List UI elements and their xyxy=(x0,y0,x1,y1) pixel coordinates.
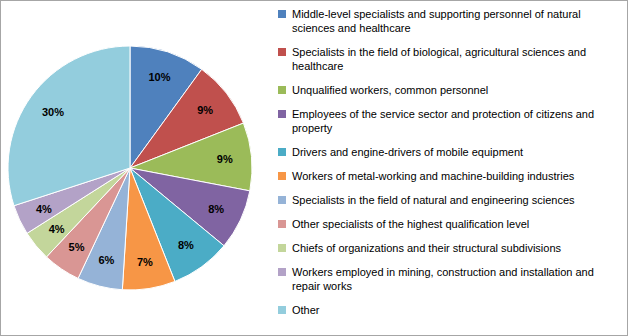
legend-label: Specialists in the field of natural and … xyxy=(292,194,575,206)
pie-slice xyxy=(122,168,175,290)
pie-slice xyxy=(8,46,130,206)
legend-label: Drivers and engine-drivers of mobile equ… xyxy=(292,146,523,158)
legend-swatch xyxy=(278,244,286,252)
pie xyxy=(8,46,252,290)
data-label: 30% xyxy=(42,106,64,118)
background xyxy=(1,1,628,336)
data-label: 4% xyxy=(36,203,52,215)
data-label: 4% xyxy=(49,223,65,235)
data-label: 8% xyxy=(178,239,194,251)
legend-item: Specialists in the field of natural and … xyxy=(278,194,575,206)
legend-label: Unqualified workers, common personnel xyxy=(292,84,488,96)
legend-swatch xyxy=(278,306,286,314)
legend-label: Other xyxy=(292,304,320,316)
data-label: 5% xyxy=(69,241,85,253)
legend-swatch xyxy=(278,148,286,156)
data-label: 6% xyxy=(98,254,114,266)
legend-label: Employees of the service sector and prot… xyxy=(292,108,594,134)
chart: 10% 9% 9% 8% 8% 7% 6% 5% 4% 4% 30% Middle-level spe… xyxy=(0,0,628,336)
data-label: 8% xyxy=(208,203,224,215)
data-label: 7% xyxy=(137,256,153,268)
legend-item: Workers employed in mining, construction… xyxy=(278,266,594,292)
legend-swatch xyxy=(278,268,286,276)
legend-swatch xyxy=(278,86,286,94)
legend-label: Workers of metal-working and machine-bui… xyxy=(292,170,575,182)
legend-item: Workers of metal-working and machine-bui… xyxy=(278,170,575,182)
data-labels: 10% 9% 9% 8% 8% 7% 6% 5% 4% 4% 30% xyxy=(36,71,233,267)
legend-label: Other specialists of the highest qualifi… xyxy=(292,218,529,230)
legend-label: Workers employed in mining, construction… xyxy=(292,266,594,292)
legend-item: Chiefs of organizations and their struct… xyxy=(278,242,562,254)
legend-swatch xyxy=(278,220,286,228)
legend: Middle-level specialists and supporting … xyxy=(278,8,594,316)
legend-item: Employees of the service sector and prot… xyxy=(278,108,594,134)
legend-swatch xyxy=(278,196,286,204)
data-label: 9% xyxy=(197,104,213,116)
legend-item: Other specialists of the highest qualifi… xyxy=(278,218,529,230)
legend-item: Specialists in the field of biological, … xyxy=(278,46,586,72)
legend-swatch xyxy=(278,10,286,18)
legend-label: Specialists in the field of biological, … xyxy=(292,46,586,72)
legend-swatch xyxy=(278,172,286,180)
legend-swatch xyxy=(278,110,286,118)
legend-label: Chiefs of organizations and their struct… xyxy=(292,242,562,254)
legend-swatch xyxy=(278,48,286,56)
legend-item: Drivers and engine-drivers of mobile equ… xyxy=(278,146,523,158)
legend-item: Other xyxy=(278,304,320,316)
data-label: 9% xyxy=(217,153,233,165)
data-label: 10% xyxy=(148,71,170,83)
legend-item: Unqualified workers, common personnel xyxy=(278,84,488,96)
legend-label: Middle-level specialists and supporting … xyxy=(292,8,581,34)
legend-item: Middle-level specialists and supporting … xyxy=(278,8,581,34)
